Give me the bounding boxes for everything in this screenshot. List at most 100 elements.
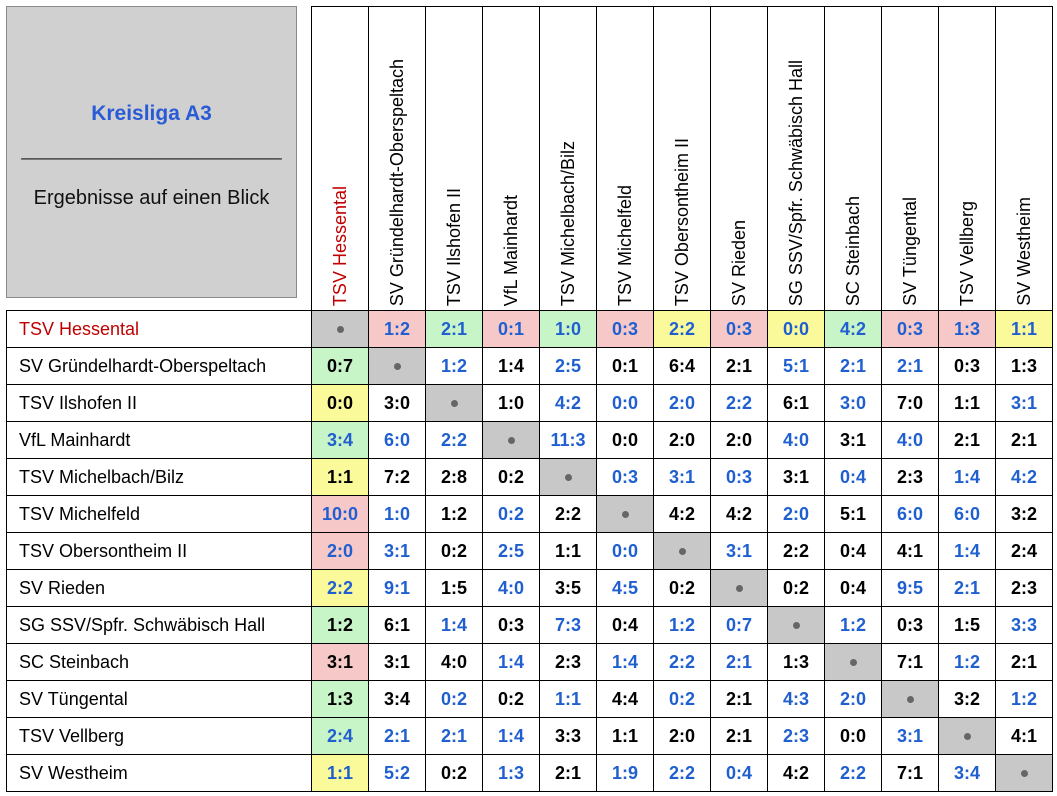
score-cell: 1:2 (824, 606, 882, 644)
score-cell: 2:2 (653, 643, 711, 681)
score-cell: 0:3 (596, 458, 654, 496)
score-cell: 4:0 (482, 569, 540, 607)
score-cell: 0:2 (653, 569, 711, 607)
score-cell: 1:5 (938, 606, 996, 644)
diagonal-dot (450, 399, 458, 407)
column-header-label: SG SSV/Spfr. Schwäbisch Hall (786, 59, 806, 306)
score-cell: 0:4 (710, 754, 768, 792)
score-value: 3:1 (383, 540, 410, 561)
score-value: 2:2 (782, 540, 809, 561)
score-cell: 1:1 (311, 754, 369, 792)
column-header-label: SV Rieden (729, 219, 749, 306)
score-cell: 1:3 (767, 643, 825, 681)
row-header-label: TSV Michelfeld (19, 503, 141, 524)
diagonal-cell (824, 643, 882, 681)
column-header: VfL Mainhardt (482, 6, 540, 311)
score-value: 2:0 (725, 429, 752, 450)
score-value: 2:0 (326, 540, 353, 561)
score-value: 3:5 (554, 577, 581, 598)
column-header: TSV Hessental (311, 6, 369, 311)
score-value: 10:0 (321, 503, 359, 524)
score-cell: 0:0 (596, 532, 654, 570)
score-value: 7:1 (896, 651, 923, 672)
score-value: 1:3 (326, 688, 353, 709)
score-cell: 1:2 (425, 347, 483, 385)
score-value: 1:1 (554, 540, 581, 561)
score-value: 4:0 (896, 429, 923, 450)
score-cell: 0:3 (482, 606, 540, 644)
score-value: 7:3 (554, 614, 581, 635)
score-cell: 2:3 (767, 717, 825, 755)
score-cell: 2:0 (824, 680, 882, 718)
score-value: 5:2 (383, 762, 410, 783)
diagonal-dot (564, 473, 572, 481)
row-header-label: SC Steinbach (19, 651, 130, 672)
score-value: 1:2 (440, 355, 467, 376)
score-value: 1:1 (1010, 318, 1037, 339)
score-cell: 1:2 (938, 643, 996, 681)
score-value: 0:2 (497, 503, 524, 524)
score-value: 3:3 (1010, 614, 1037, 635)
score-cell: 2:0 (653, 421, 711, 459)
score-cell: 0:4 (824, 569, 882, 607)
column-header: TSV Vellberg (938, 6, 996, 311)
score-cell: 0:3 (881, 606, 939, 644)
score-value: 3:0 (383, 392, 410, 413)
score-cell: 1:2 (368, 310, 426, 348)
score-cell: 1:3 (938, 310, 996, 348)
row-header: TSV Vellberg (6, 717, 312, 755)
score-cell: 0:2 (482, 458, 540, 496)
score-value: 1:1 (611, 725, 638, 746)
score-cell: 2:1 (539, 754, 597, 792)
score-cell: 2:2 (425, 421, 483, 459)
score-cell: 2:0 (653, 384, 711, 422)
score-cell: 4:2 (824, 310, 882, 348)
row-header-label: SV Rieden (19, 577, 106, 598)
score-cell: 1:4 (482, 643, 540, 681)
score-cell: 2:1 (710, 717, 768, 755)
score-value: 1:3 (953, 318, 980, 339)
score-cell: 1:4 (482, 347, 540, 385)
row-header: TSV Hessental (6, 310, 312, 348)
score-cell: 6:0 (368, 421, 426, 459)
score-cell: 3:3 (539, 717, 597, 755)
score-value: 3:0 (839, 392, 866, 413)
score-value: 0:3 (953, 355, 980, 376)
score-value: 2:1 (440, 318, 467, 339)
score-cell: 1:1 (938, 384, 996, 422)
score-value: 2:1 (725, 725, 752, 746)
diagonal-dot (735, 584, 743, 592)
score-value: 0:2 (668, 577, 695, 598)
score-cell: 0:4 (824, 532, 882, 570)
score-value: 0:0 (326, 392, 353, 413)
column-header-label: TSV Ilshofen II (444, 187, 464, 306)
score-value: 4:1 (896, 540, 923, 561)
score-value: 4:2 (782, 762, 809, 783)
score-cell: 2:5 (539, 347, 597, 385)
column-header: TSV Michelbach/Bilz (539, 6, 597, 311)
score-cell: 3:1 (824, 421, 882, 459)
score-value: 1:4 (953, 540, 980, 561)
score-cell: 4:2 (710, 495, 768, 533)
score-cell: 4:0 (425, 643, 483, 681)
score-value: 2:5 (554, 355, 581, 376)
score-value: 0:2 (440, 688, 467, 709)
score-cell: 1:4 (482, 717, 540, 755)
score-cell: 3:2 (938, 680, 996, 718)
diagonal-cell (482, 421, 540, 459)
score-cell: 4:1 (881, 532, 939, 570)
column-header: TSV Michelfeld (596, 6, 654, 311)
score-cell: 2:3 (881, 458, 939, 496)
score-value: 1:5 (953, 614, 980, 635)
score-value: 3:4 (326, 429, 353, 450)
score-value: 0:3 (725, 466, 752, 487)
score-value: 0:3 (497, 614, 524, 635)
score-value: 2:0 (782, 503, 809, 524)
diagonal-cell (425, 384, 483, 422)
score-value: 1:2 (668, 614, 695, 635)
score-value: 1:0 (383, 503, 410, 524)
diagonal-cell (539, 458, 597, 496)
score-cell: 4:2 (653, 495, 711, 533)
score-cell: 2:1 (938, 569, 996, 607)
row-header-label: SV Tüngental (19, 688, 128, 709)
